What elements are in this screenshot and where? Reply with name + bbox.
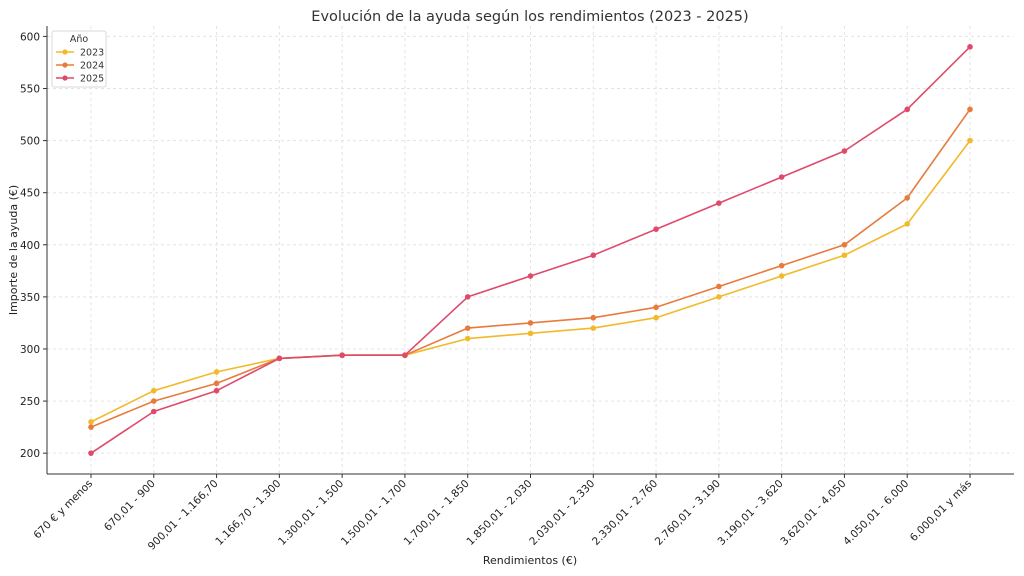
x-tick-label: 670 € y menos <box>31 478 95 542</box>
data-point-2025 <box>653 226 659 232</box>
legend-swatch-marker <box>62 49 68 55</box>
data-point-2025 <box>590 252 597 259</box>
data-point-2025 <box>150 408 157 415</box>
y-tick-label: 300 <box>20 344 40 356</box>
data-point-2023 <box>590 325 597 331</box>
series-2023 <box>88 137 973 425</box>
data-point-2025 <box>904 106 911 113</box>
data-point-2024 <box>841 241 848 248</box>
data-point-2025 <box>778 174 785 180</box>
y-tick-label: 200 <box>20 448 40 460</box>
y-tick-label: 400 <box>20 240 40 252</box>
x-tick-label: 1.700,01 - 1.850 <box>402 478 472 548</box>
x-tick-label: 670,01 - 900 <box>102 478 158 534</box>
data-point-2025 <box>276 355 283 362</box>
x-axis-label: Rendimientos (€) <box>483 554 577 567</box>
data-point-2025 <box>402 352 408 359</box>
data-point-2024 <box>527 320 534 326</box>
x-tick-label: 1.850,01 - 2.030 <box>464 478 534 548</box>
x-tick-label: 6.000,01 y más <box>908 478 974 544</box>
x-tick-label: 900,01 - 1.166,70 <box>146 478 221 553</box>
legend-items: 2023 2024 2025 <box>56 48 104 85</box>
y-axis-label: Importe de la ayuda (€) <box>7 185 20 315</box>
x-tick-label: 1.300,01 - 1.500 <box>276 478 346 548</box>
y-tick-label: 250 <box>20 396 40 408</box>
legend-box <box>51 30 107 88</box>
data-point-2023 <box>213 369 220 375</box>
y-tick-label: 600 <box>20 31 40 43</box>
data-point-2025 <box>527 273 534 279</box>
y-tick-label: 550 <box>20 84 40 96</box>
series-layer <box>88 44 973 456</box>
data-point-2025 <box>967 44 973 50</box>
data-point-2024 <box>778 262 785 269</box>
data-point-2025 <box>464 294 471 300</box>
y-tick-label: 500 <box>20 136 40 148</box>
data-point-2024 <box>904 195 911 201</box>
data-point-2025 <box>88 450 94 456</box>
data-point-2025 <box>213 387 220 394</box>
legend-label: 2024 <box>80 61 104 72</box>
data-point-2023 <box>150 387 157 394</box>
x-tick-label: 1.500,01 - 1.700 <box>339 478 409 548</box>
data-point-2023 <box>88 419 94 425</box>
data-point-2023 <box>464 335 471 342</box>
chart-title: Evolución de la ayuda según los rendimie… <box>311 9 748 25</box>
data-point-2024 <box>716 283 722 290</box>
legend-swatch-marker <box>62 75 68 81</box>
x-tick-label: 4.050,01 - 6.000 <box>841 478 911 548</box>
grid-layer <box>47 26 1014 474</box>
x-tick-label: 3.190,01 - 3.620 <box>716 478 786 548</box>
data-point-2024 <box>150 398 157 404</box>
data-point-2024 <box>967 106 973 113</box>
y-tick-label: 450 <box>20 188 40 200</box>
legend: Año 2023 2024 2025 <box>51 30 107 88</box>
data-point-2024 <box>464 325 471 331</box>
series-2025 <box>88 44 973 456</box>
x-tick-label: 3.620,01 - 4.050 <box>778 478 848 548</box>
y-tick-label: 350 <box>20 292 40 304</box>
data-point-2023 <box>904 221 911 227</box>
data-point-2025 <box>339 352 345 359</box>
data-point-2024 <box>213 380 220 387</box>
data-point-2024 <box>88 424 94 430</box>
x-tick-label: 2.330,01 - 2.760 <box>590 478 660 548</box>
data-point-2025 <box>841 148 848 154</box>
data-point-2024 <box>590 314 597 321</box>
legend-title: Año <box>70 34 89 45</box>
data-point-2023 <box>841 252 848 259</box>
data-point-2024 <box>653 304 659 311</box>
data-point-2023 <box>653 314 659 321</box>
legend-label: 2023 <box>80 48 104 59</box>
data-point-2023 <box>527 330 534 337</box>
x-tick-label: 1.166,70 - 1.300 <box>213 478 283 548</box>
data-point-2023 <box>716 294 722 300</box>
legend-label: 2025 <box>80 74 104 85</box>
data-point-2025 <box>716 200 722 206</box>
x-tick-label: 2.030,01 - 2.330 <box>527 478 597 548</box>
x-tick-label: 2.760,01 - 3.190 <box>653 478 723 548</box>
data-point-2023 <box>967 137 973 144</box>
legend-swatch-marker <box>62 62 68 68</box>
data-point-2023 <box>778 273 785 279</box>
